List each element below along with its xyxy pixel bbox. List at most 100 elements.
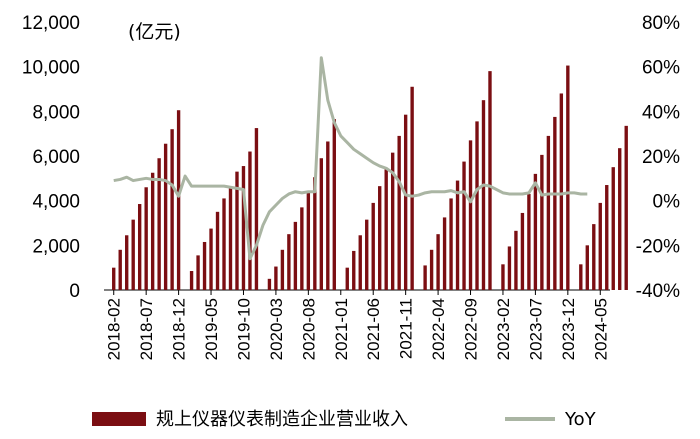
bar xyxy=(196,255,200,290)
left-tick-label: 6,000 xyxy=(32,147,80,168)
right-tick-label: 20% xyxy=(642,147,680,168)
left-tick-label: 8,000 xyxy=(32,102,80,123)
bar xyxy=(300,207,304,290)
bar xyxy=(514,230,518,290)
bar xyxy=(475,121,479,290)
x-tick-label: 2023-02 xyxy=(494,298,513,360)
x-tick-label: 2021-06 xyxy=(364,298,383,360)
bar xyxy=(468,140,473,290)
bar-series xyxy=(112,65,628,291)
bar xyxy=(559,93,564,290)
x-tick-label: 2018-02 xyxy=(105,298,124,360)
bar xyxy=(313,177,317,290)
bar xyxy=(306,192,311,290)
bar xyxy=(605,185,609,290)
right-tick-label: 60% xyxy=(642,58,680,79)
bar xyxy=(280,249,285,290)
left-tick-label: 10,000 xyxy=(22,58,80,79)
bar xyxy=(371,202,375,290)
bar xyxy=(611,167,615,290)
left-tick-label: 4,000 xyxy=(32,192,80,213)
bar xyxy=(150,172,155,290)
bar xyxy=(254,128,259,290)
right-tick-label: 40% xyxy=(642,102,680,123)
bar xyxy=(397,135,401,290)
x-tick-label: 2023-12 xyxy=(559,298,578,360)
legend-line-label: YoY xyxy=(564,409,597,430)
bar xyxy=(442,217,447,290)
bar xyxy=(598,202,602,290)
bar xyxy=(566,65,570,290)
bar xyxy=(592,224,596,290)
bar xyxy=(118,249,122,290)
bar xyxy=(202,241,207,290)
x-axis-ticks: 2018-02 2018-07 2018-12 2019-05 2019-10 2020-… xyxy=(105,290,610,360)
bar xyxy=(455,180,460,290)
bar xyxy=(215,211,220,290)
x-tick-label: 2020-03 xyxy=(267,298,286,360)
x-tick-label: 2022-09 xyxy=(462,298,481,360)
left-axis-ticks: 0 2,000 4,000 6,000 8,000 10,000 12,000 xyxy=(22,13,80,302)
bar xyxy=(481,100,486,290)
legend-bar-swatch xyxy=(92,412,146,426)
left-tick-label: 2,000 xyxy=(32,236,80,257)
right-tick-label: 80% xyxy=(642,13,680,34)
bar xyxy=(209,228,213,290)
bar xyxy=(358,235,362,290)
bar xyxy=(501,264,505,290)
left-tick-label: 0 xyxy=(69,281,80,302)
x-tick-label: 2018-07 xyxy=(137,298,156,360)
bar xyxy=(462,161,466,290)
x-tick-label: 2021-11 xyxy=(397,298,416,359)
bar xyxy=(546,135,551,290)
bar xyxy=(579,264,583,290)
x-tick-label: 2023-07 xyxy=(526,298,545,360)
unit-label: (亿元) xyxy=(128,21,181,43)
bar xyxy=(553,116,557,290)
bar xyxy=(222,198,226,290)
x-tick-label: 2019-05 xyxy=(202,298,221,360)
bar xyxy=(403,114,408,291)
right-tick-label: -40% xyxy=(636,281,680,302)
bar xyxy=(390,152,395,290)
bar xyxy=(527,193,531,290)
bar xyxy=(352,250,356,290)
bar xyxy=(189,271,194,290)
bar xyxy=(429,249,434,290)
bar xyxy=(345,267,349,290)
line-series xyxy=(113,56,588,261)
x-tick-label: 2018-12 xyxy=(170,298,189,360)
bar xyxy=(423,265,427,290)
bar xyxy=(248,151,252,290)
bar xyxy=(488,71,492,290)
x-tick-label: 2022-04 xyxy=(429,298,448,360)
bar xyxy=(131,219,135,290)
bar xyxy=(144,187,148,290)
left-tick-label: 12,000 xyxy=(22,13,80,34)
legend: 规上仪器仪表制造企业营业收入 YoY xyxy=(92,409,597,430)
bar xyxy=(293,221,298,290)
bar xyxy=(157,158,161,290)
bar xyxy=(436,234,440,290)
legend-bar-label: 规上仪器仪表制造企业营业收入 xyxy=(156,409,408,430)
bar xyxy=(112,267,116,290)
bar xyxy=(235,171,239,290)
bar xyxy=(241,166,246,290)
x-tick-label: 2020-08 xyxy=(299,298,318,360)
right-tick-label: 0% xyxy=(653,192,681,213)
bar xyxy=(365,219,369,290)
bar xyxy=(163,143,168,290)
yoy-line xyxy=(113,56,588,261)
bar xyxy=(274,266,278,290)
bar xyxy=(618,148,622,290)
bar xyxy=(287,234,291,290)
bar xyxy=(507,246,512,290)
bar xyxy=(267,278,272,290)
bar xyxy=(410,86,414,291)
bar xyxy=(624,125,628,290)
bar xyxy=(384,169,388,290)
bar xyxy=(332,119,336,291)
bar xyxy=(378,186,382,290)
